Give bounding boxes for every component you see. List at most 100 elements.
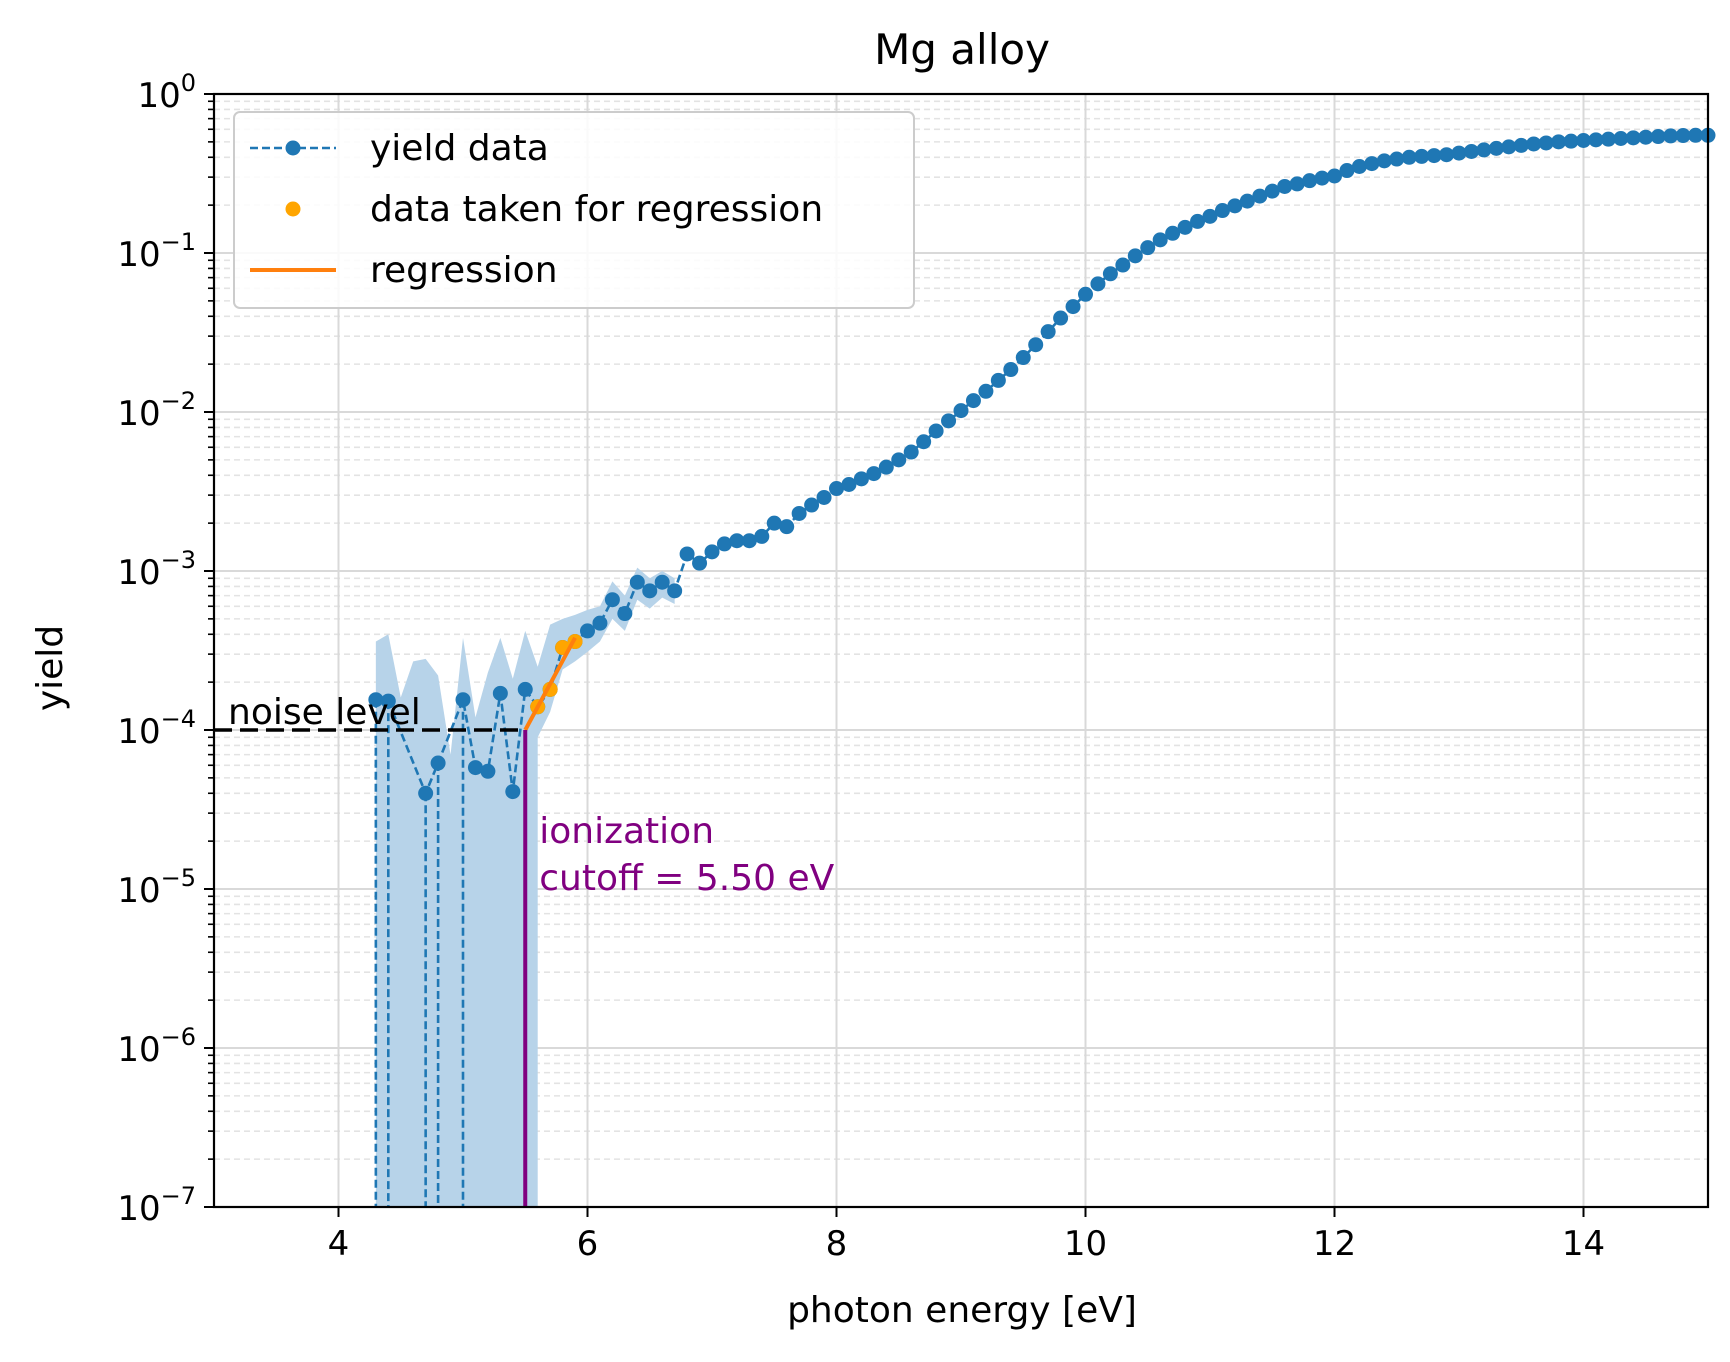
yield-data-point [617, 606, 633, 622]
x-tick-label: 8 [826, 1224, 848, 1264]
yield-data-point [928, 423, 944, 439]
yield-data-point [841, 476, 857, 492]
regression-line [523, 636, 577, 731]
annotation-layer: noise level ionization cutoff = 5.50 eV [214, 692, 835, 1207]
yield-data-point [779, 519, 795, 535]
yield-data-point [1015, 350, 1031, 366]
yield-data-point [1650, 129, 1666, 145]
yield-data-point [1513, 137, 1529, 153]
yield-data-point [1264, 183, 1280, 199]
yield-data-point [1663, 128, 1679, 144]
yield-data-point [1165, 225, 1181, 241]
yield-data-point [1476, 142, 1492, 158]
yield-data-point [891, 452, 907, 468]
legend-layer: yield data data taken for regression regre… [233, 111, 915, 309]
yield-data-point [1214, 203, 1230, 219]
yield-data-point [866, 466, 882, 482]
yield-data-point [1675, 128, 1691, 144]
yield-data-point [1239, 193, 1255, 209]
legend-swatch-dot [285, 140, 301, 156]
yield-data-point [604, 592, 620, 608]
yield-data-point [741, 533, 757, 549]
yield-data-point [1688, 127, 1704, 143]
y-axis-label: yield [30, 625, 71, 711]
yield-data-point [903, 444, 919, 460]
yield-data-point [1152, 232, 1168, 248]
legend-label: yield data [370, 128, 549, 169]
yield-data-point [978, 383, 994, 399]
cutoff-label-line2: cutoff = 5.50 eV [539, 858, 834, 899]
yield-data-point [791, 505, 807, 521]
yield-data-point [1376, 153, 1392, 169]
legend-box [233, 111, 915, 309]
yield-data-point [455, 692, 471, 708]
yield-data-point [467, 760, 483, 776]
yield-data-point [916, 434, 932, 450]
chart-title: Mg alloy [874, 25, 1050, 74]
yield-data-point [1439, 147, 1455, 163]
yield-data-point [704, 544, 720, 560]
legend-label: data taken for regression [370, 189, 823, 230]
yield-data-point [729, 533, 745, 549]
legend-swatch-dot [285, 201, 301, 217]
x-tick-label: 10 [1064, 1224, 1107, 1264]
yield-data-point [1177, 219, 1193, 235]
yield-data-point [1190, 213, 1206, 229]
yield-data-point [654, 574, 670, 590]
yield-data-point [953, 403, 969, 419]
yield-data-point [1488, 140, 1504, 156]
yield-data-point [1351, 158, 1367, 174]
yield-data-point [1613, 130, 1629, 146]
yield-data-point [853, 471, 869, 487]
yield-data-point [480, 763, 496, 779]
yield-data-point [941, 413, 957, 429]
yield-data-point [1451, 145, 1467, 161]
yield-data-point [1003, 362, 1019, 378]
y-tick-label: 10−2 [117, 387, 196, 434]
yield-data-point [517, 681, 533, 697]
legend-label: regression [370, 250, 558, 291]
y-tick-label: 10−3 [117, 546, 196, 593]
yield-data-point [1339, 163, 1355, 179]
yield-data-point [1252, 188, 1268, 204]
yield-data-point [1625, 130, 1641, 146]
yield-data-point [1389, 151, 1405, 167]
x-tick-label: 4 [328, 1224, 350, 1264]
yield-data-point [418, 785, 434, 801]
yield-data-point [1277, 178, 1293, 194]
yield-data-point [1090, 276, 1106, 292]
yield-data-point [1501, 139, 1517, 155]
yield-data-point [1127, 248, 1143, 264]
yield-data-point [829, 481, 844, 497]
yield-data-point [878, 459, 894, 475]
series-layer [368, 127, 1716, 1207]
yield-data-point [1053, 310, 1069, 326]
yield-data-point [965, 393, 981, 409]
yield-data-point [816, 489, 832, 505]
yield-data-point [1078, 286, 1093, 302]
yield-data-point [629, 574, 645, 590]
yield-data-point [380, 693, 396, 709]
yield-data-point [580, 623, 595, 639]
yield-data-point [1551, 134, 1567, 150]
axes-layer: 4 6 8 10 12 14 10−7 10−6 10−5 10−4 10−3 10−2 10−1 100 [117, 69, 1710, 1264]
yield-data-point [1414, 148, 1430, 164]
yield-data-point [804, 497, 820, 513]
yield-data-point [766, 515, 782, 531]
yield-data-point [592, 615, 608, 631]
yield-data-point [1563, 133, 1579, 149]
x-tick-label: 6 [577, 1224, 599, 1264]
y-tick-label: 10−1 [117, 228, 196, 275]
y-tick-label: 100 [137, 69, 196, 116]
yield-data-point [1588, 132, 1604, 148]
yield-data-point [505, 784, 521, 800]
x-tick-label: 14 [1562, 1224, 1605, 1264]
yield-data-point [1289, 176, 1305, 192]
yield-data-point [1227, 198, 1243, 214]
yield-data-point [1463, 143, 1479, 159]
yield-data-point [1102, 266, 1118, 282]
yield-data-point [1526, 136, 1542, 152]
yield-data-point [1638, 129, 1654, 145]
noise-level-label: noise level [228, 692, 421, 733]
